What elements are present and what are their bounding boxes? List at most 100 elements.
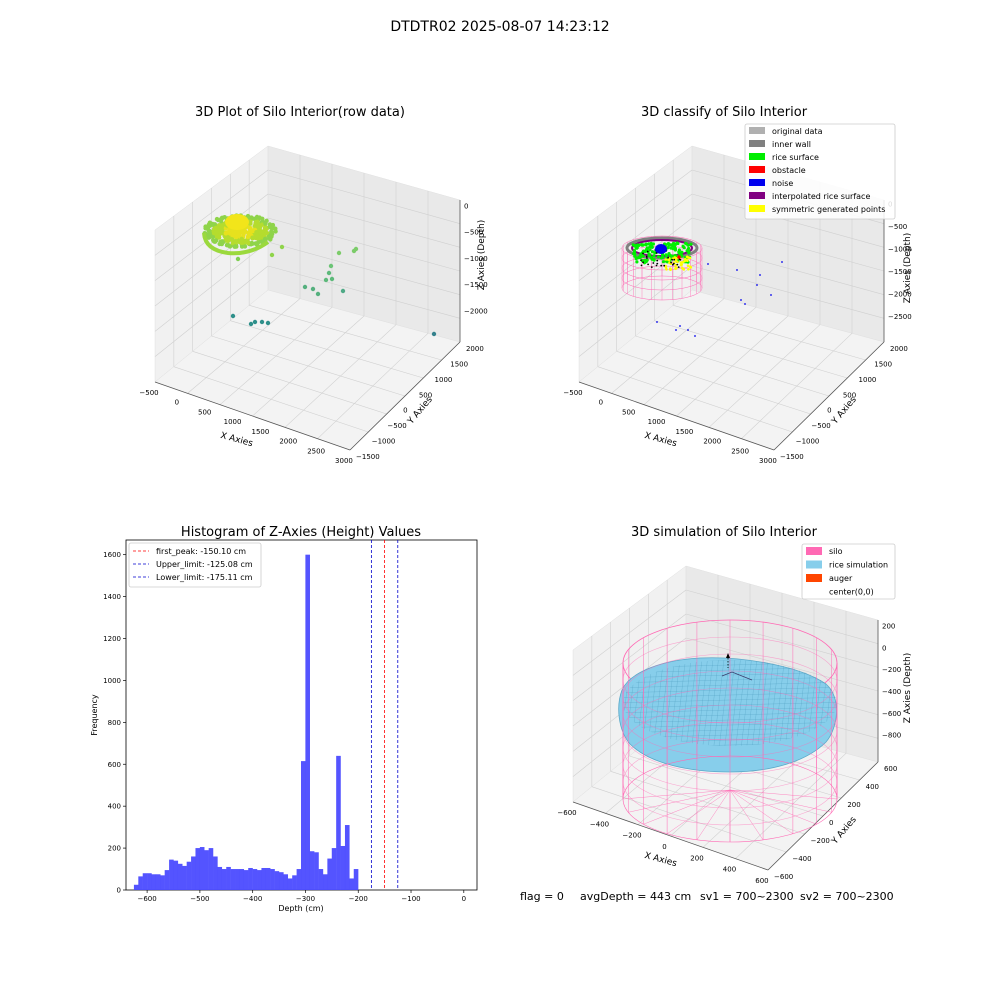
- histogram-bar: [344, 825, 350, 890]
- rice-mesh-line: [710, 660, 725, 746]
- classify-original-point: [663, 264, 666, 267]
- classify-rice-point: [638, 255, 642, 259]
- rice-mesh-line: [688, 660, 703, 746]
- classify-z-tick: −1500: [888, 268, 912, 276]
- classify-original-point: [667, 256, 669, 259]
- histogram-reference-lines: [370, 540, 399, 890]
- simulation-y-axis-line: [767, 761, 879, 871]
- raw-surface-point: [258, 230, 264, 235]
- classify-original-point: [655, 264, 658, 267]
- classify-rice-point: [652, 258, 656, 262]
- histogram-bar: [300, 761, 306, 890]
- raw-scatter-point: [265, 320, 271, 326]
- raw-grid-line: [317, 333, 429, 439]
- classify-obstacle-point: [677, 255, 681, 259]
- classify-rice-point: [639, 252, 643, 256]
- histogram-bar: [204, 850, 209, 890]
- classify-symmetric-point: [685, 258, 689, 262]
- histogram-legend-label: Lower_limit: -175.11 cm: [156, 573, 253, 582]
- classify-rice-point: [633, 254, 637, 258]
- histogram-bar: [221, 869, 227, 890]
- raw-scatter-point: [340, 288, 346, 294]
- classify-rice-point: [648, 253, 652, 257]
- classify-x-tick: 500: [622, 408, 635, 416]
- histogram-y-tick-label: 1200: [103, 635, 121, 643]
- raw-scatter-point: [336, 250, 342, 256]
- histogram-bar: [155, 874, 161, 890]
- classify-noise-point: [740, 299, 742, 301]
- classify-rice-point: [652, 254, 656, 258]
- classify-y-axis-line: [773, 341, 885, 451]
- classify-legend-swatch: [749, 127, 765, 134]
- classify-rice-point: [682, 246, 686, 250]
- histogram-title: Histogram of Z-Axies (Height) Values: [181, 525, 421, 540]
- raw-x-tick: −500: [139, 389, 158, 397]
- raw-surface-point: [263, 237, 268, 242]
- classify-y-tick: 1000: [859, 376, 877, 384]
- classify-symmetric-point: [686, 264, 690, 268]
- silo-floor-spoke: [643, 789, 731, 825]
- silo-floor-spoke: [666, 789, 731, 834]
- classify-x-tick: 1000: [648, 418, 666, 426]
- raw-x-tick: 3000: [335, 457, 353, 465]
- raw-surface-peak: [225, 214, 249, 230]
- classify-y-tick: −1500: [780, 453, 804, 461]
- classify-original-point: [646, 257, 648, 259]
- histogram-x-tick-label: −200: [349, 895, 368, 903]
- classify-legend-swatch: [749, 153, 765, 160]
- raw-surface-point: [230, 241, 236, 246]
- raw-surface-point: [263, 221, 268, 226]
- simulation-x-tick: −400: [590, 820, 609, 828]
- classify-legend-swatch: [749, 166, 765, 173]
- raw-surface-point: [242, 244, 248, 249]
- raw-z-axis-label: Z Axies (Depth): [477, 220, 487, 291]
- raw-scatter-point: [230, 313, 236, 319]
- simulation-3d-ticks: −600 −400 −200 0 200 400 600 −600 −400 −200 0 200 40…: [557, 622, 901, 885]
- raw-surface-point: [219, 224, 224, 229]
- histogram-bar: [283, 874, 289, 890]
- classify-noise-point: [770, 294, 772, 296]
- classify-symmetric-point: [664, 258, 668, 261]
- rice-mesh-line: [770, 660, 786, 746]
- classify-rice-point: [677, 250, 681, 254]
- histogram-bar: [142, 873, 148, 890]
- raw-scatter-point: [323, 277, 329, 283]
- classify-x-tick: −500: [563, 389, 582, 397]
- classify-x-tick: 0: [599, 399, 603, 407]
- raw-scatter-point: [329, 276, 335, 282]
- raw-scatter-point: [269, 252, 275, 258]
- classify-legend-label: noise: [772, 179, 793, 188]
- classify-x-tick: 1500: [675, 428, 693, 436]
- histogram-legend-label: first_peak: -150.10 cm: [156, 547, 246, 556]
- histogram-x-tick-label: 0: [462, 895, 466, 903]
- raw-surface-point: [236, 232, 241, 237]
- raw-scatter-point: [252, 319, 258, 325]
- classify-legend-swatch: [749, 205, 765, 212]
- histogram-bar: [265, 867, 271, 890]
- classify-y-tick: 2000: [890, 345, 908, 353]
- histogram-bar: [147, 873, 152, 890]
- histogram-legend-box: [128, 542, 262, 588]
- classify-legend-swatch: [749, 179, 765, 186]
- raw-scatter-point: [310, 286, 316, 292]
- raw-grid-line: [267, 265, 461, 319]
- classify-noise-point: [687, 329, 689, 331]
- classify-grid-line: [691, 265, 885, 319]
- histogram-bar: [331, 848, 337, 890]
- histogram-bar: [349, 878, 354, 890]
- simulation-y-axis-label: Y Axies: [830, 815, 859, 847]
- classify-noise-point: [781, 261, 783, 263]
- histogram-bar: [169, 859, 174, 890]
- histogram-bar: [261, 867, 267, 890]
- classify-y-tick: 1500: [874, 360, 892, 368]
- simulation-x-tick: 0: [662, 843, 666, 851]
- raw-y-tick: 1500: [450, 360, 468, 368]
- histogram-bar: [173, 860, 179, 890]
- raw-scatter-point: [315, 291, 321, 297]
- histogram-x-tick-label: −500: [190, 895, 209, 903]
- raw-x-tick: 0: [175, 399, 179, 407]
- figure-suptitle: DTDTR02 2025-08-07 14:23:12: [390, 19, 609, 35]
- classify-rice-point: [680, 250, 684, 254]
- raw-y-tick: −1500: [356, 453, 380, 461]
